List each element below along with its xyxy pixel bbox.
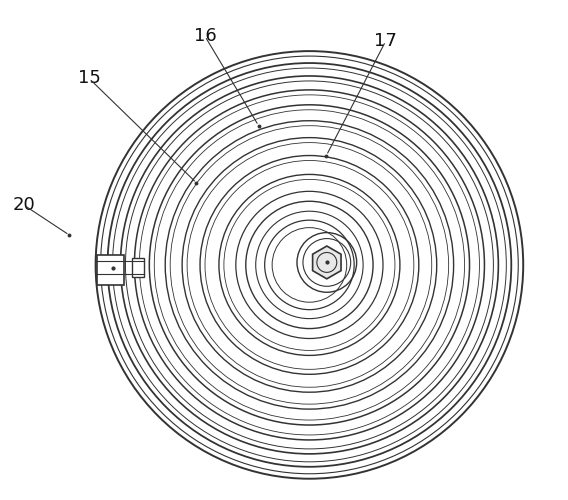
Circle shape: [95, 51, 523, 478]
Text: 16: 16: [194, 27, 216, 45]
Text: 15: 15: [78, 70, 101, 87]
Bar: [132, 258, 144, 277]
Bar: [97, 255, 124, 285]
Text: 17: 17: [374, 32, 397, 50]
Text: 20: 20: [13, 196, 36, 214]
Polygon shape: [312, 246, 341, 279]
